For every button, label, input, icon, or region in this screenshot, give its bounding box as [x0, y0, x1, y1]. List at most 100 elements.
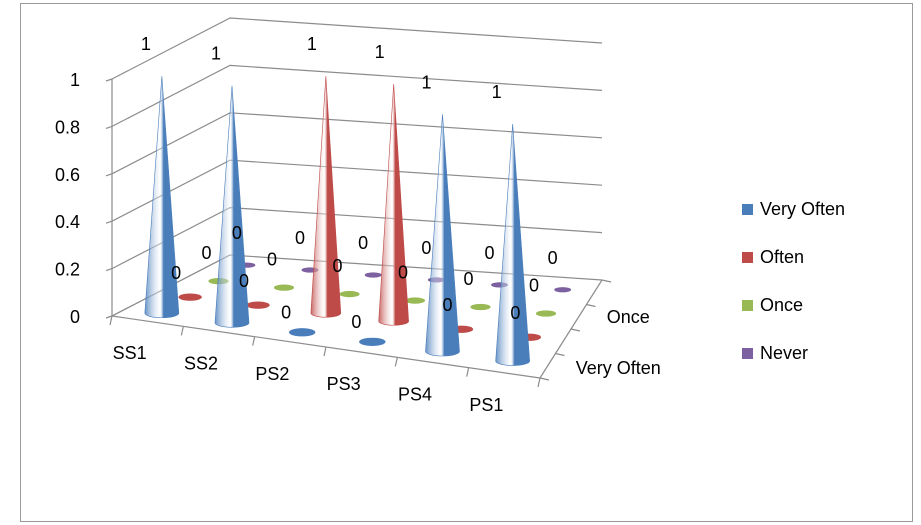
legend-label: Very Often [760, 198, 846, 219]
y-tick-mark [105, 125, 113, 129]
data-label: 0 [484, 243, 494, 263]
cone-base-flat [246, 301, 270, 309]
x-tick-mark [466, 367, 470, 377]
y-tick-label: 1 [70, 70, 80, 90]
gridline [111, 206, 603, 270]
cone-base-flat [178, 293, 202, 301]
legend-item: Very Often [742, 185, 845, 233]
y-tick-mark [105, 220, 113, 224]
cone-mark [359, 337, 386, 346]
depth-tick-mark [570, 328, 581, 332]
legend-label: Once [760, 294, 804, 315]
x-tick-mark [394, 357, 398, 367]
x-tick-label: PS3 [327, 374, 361, 394]
tick-labels: 0 0.2 0.4 0.6 0.8 1 SS1 SS2 PS2 PS3 PS4 PS1 Very Oft… [55, 70, 661, 415]
data-label: 0 [463, 269, 473, 289]
cone-mark [378, 84, 409, 326]
y-tick-label: 0.2 [55, 260, 80, 280]
data-label: 1 [492, 82, 502, 102]
axes [105, 78, 612, 388]
cone-base-flat [404, 297, 426, 304]
x-tick-mark [180, 326, 184, 336]
data-label: 0 [332, 256, 342, 276]
legend-item: Never [742, 329, 845, 377]
x-tick-mark [323, 346, 327, 357]
y-tick-mark [105, 268, 113, 272]
data-label: 0 [421, 238, 431, 258]
cone-mark [273, 284, 295, 291]
data-label: 1 [307, 34, 317, 54]
data-label: 1 [375, 42, 385, 62]
depth-tick-label: Once [607, 307, 650, 327]
gridline [111, 159, 603, 222]
data-label: 0 [351, 312, 361, 332]
cone-mark [246, 301, 270, 309]
data-label: 0 [281, 302, 291, 322]
data-label: 1 [211, 44, 221, 64]
cone-mark [470, 303, 491, 311]
cone-mark [554, 287, 572, 293]
data-label: 0 [442, 295, 452, 315]
cone-mark [288, 328, 316, 337]
legend-item: Once [742, 281, 845, 329]
cone-body [214, 85, 250, 328]
y-tick-mark [105, 78, 113, 82]
gridlines [111, 17, 603, 317]
cone-base-flat [535, 310, 557, 317]
data-label: 1 [421, 72, 431, 92]
cone-mark [425, 114, 460, 357]
gridline [111, 17, 603, 80]
data-label: 0 [239, 271, 249, 291]
cone-mark [178, 293, 202, 301]
cone-body [495, 123, 530, 366]
cone-mark [310, 76, 342, 318]
cone-base-flat [273, 284, 295, 291]
data-label: 0 [398, 263, 408, 283]
data-label: 0 [267, 250, 277, 270]
y-tick-label: 0.6 [55, 165, 80, 185]
cone-mark [214, 85, 250, 328]
data-label: 0 [232, 223, 242, 243]
cone-body [144, 76, 180, 319]
cone-mark [535, 310, 557, 317]
cone-body [310, 76, 342, 318]
y-tick-label: 0 [70, 307, 80, 327]
cone-mark [339, 290, 360, 298]
gridline [111, 64, 603, 127]
cone-mark [144, 76, 180, 319]
legend-swatch [742, 251, 753, 263]
y-tick-label: 0.4 [55, 212, 80, 232]
data-label: 0 [529, 276, 539, 296]
data-label: 0 [510, 303, 520, 323]
cone-base-flat [359, 337, 386, 346]
data-label: 0 [201, 243, 211, 263]
cone-base-flat [470, 303, 491, 311]
y-tick-label: 0.8 [55, 117, 80, 137]
cone-base-flat [554, 287, 572, 293]
data-label: 0 [358, 233, 368, 253]
cone-base-flat [339, 290, 360, 298]
cone-mark [495, 123, 530, 366]
legend-swatch [742, 347, 753, 359]
data-label: 0 [295, 228, 305, 248]
depth-tick-label: Very Often [576, 358, 661, 378]
y-tick-mark [105, 173, 113, 177]
x-tick-label: SS1 [113, 343, 147, 363]
data-label: 1 [141, 34, 151, 54]
depth-tick-mark [539, 377, 550, 381]
x-tick-label: PS1 [469, 395, 503, 415]
cone-base-flat [288, 328, 316, 337]
x-tick-label: PS4 [398, 385, 432, 405]
legend-label: Never [760, 342, 809, 363]
x-tick-label: SS2 [184, 354, 218, 374]
x-tick-mark [109, 315, 113, 326]
legend-swatch [742, 203, 753, 215]
x-tick-mark [537, 377, 541, 388]
depth-tick-mark [601, 279, 612, 283]
cone-mark [404, 297, 426, 304]
depth-tick-mark [555, 352, 565, 357]
legend-swatch [742, 299, 753, 311]
legend-item: Often [742, 233, 845, 281]
cone-base-flat [364, 272, 382, 278]
